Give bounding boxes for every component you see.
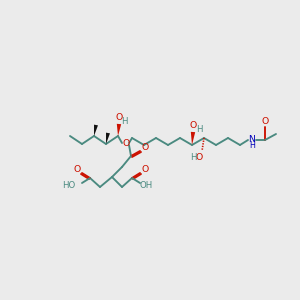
- Text: N: N: [249, 134, 255, 143]
- Text: HO: HO: [62, 181, 75, 190]
- Text: O: O: [122, 139, 130, 148]
- Polygon shape: [117, 124, 121, 136]
- Polygon shape: [94, 124, 98, 136]
- Text: O: O: [195, 152, 203, 161]
- Text: O: O: [74, 166, 81, 175]
- Text: O: O: [189, 122, 197, 130]
- Text: H: H: [196, 125, 202, 134]
- Text: O: O: [261, 118, 268, 127]
- Text: OH: OH: [140, 181, 153, 190]
- Polygon shape: [191, 132, 195, 145]
- Text: O: O: [141, 142, 148, 152]
- Text: H: H: [190, 152, 196, 161]
- Text: O: O: [141, 166, 148, 175]
- Text: H: H: [121, 118, 127, 127]
- Polygon shape: [106, 133, 110, 144]
- Text: H: H: [249, 142, 255, 151]
- Text: O: O: [116, 113, 123, 122]
